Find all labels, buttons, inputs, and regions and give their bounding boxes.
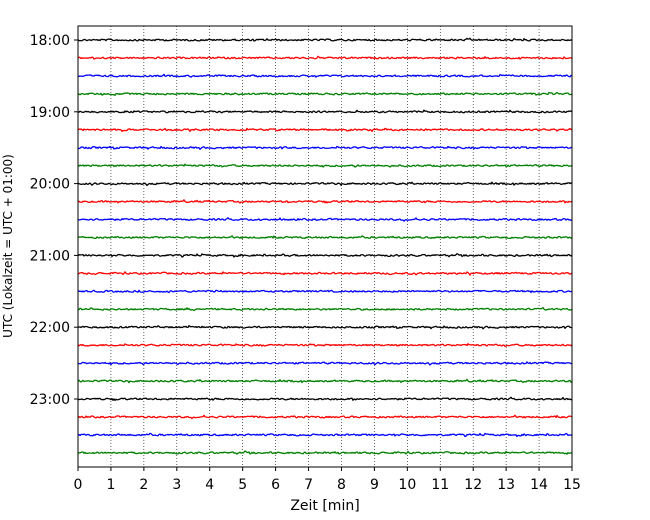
y-axis: 18:00 19:00 20:00 21:00 22:00 23:00 [30, 33, 78, 408]
trace-row [77, 145, 573, 150]
x-tick-label: 9 [370, 477, 379, 493]
trace-row [77, 414, 573, 420]
x-tick-label: 7 [304, 477, 313, 493]
trace-row [77, 289, 573, 294]
trace-row [77, 271, 573, 276]
y-tick-label: 21:00 [30, 248, 70, 264]
trace-row [77, 450, 573, 455]
x-axis-label: Zeit [min] [290, 498, 359, 514]
trace-row [77, 37, 573, 42]
x-tick-label: 8 [337, 477, 346, 493]
x-tick-label: 14 [530, 477, 548, 493]
trace-row [77, 252, 573, 258]
y-tick-label: 22:00 [30, 320, 70, 336]
x-tick-label: 5 [238, 477, 247, 493]
x-tick-label: 3 [172, 477, 181, 493]
trace-row [77, 217, 573, 222]
x-tick-label: 12 [464, 477, 482, 493]
trace-layer [77, 37, 573, 455]
y-tick-label: 18:00 [30, 33, 70, 49]
x-axis: 0 1 2 3 4 5 6 7 8 9 10 11 12 13 14 15 [74, 467, 581, 493]
trace-row [77, 109, 573, 114]
trace-row [77, 343, 573, 348]
trace-row [77, 432, 573, 438]
plot-frame [77, 25, 573, 468]
trace-row [77, 361, 573, 366]
x-tick-label: 2 [139, 477, 148, 493]
trace-row [77, 55, 573, 60]
trace-row [77, 181, 573, 187]
x-tick-label: 0 [74, 477, 83, 493]
x-tick-label: 1 [106, 477, 115, 493]
x-tick-label: 13 [497, 477, 515, 493]
y-tick-label: 23:00 [30, 392, 70, 408]
x-tick-label: 15 [563, 477, 581, 493]
x-tick-label: 11 [431, 477, 449, 493]
trace-row [77, 163, 573, 168]
trace-row [77, 306, 573, 312]
trace-row [77, 199, 573, 204]
y-tick-label: 19:00 [30, 105, 70, 121]
trace-row [77, 127, 573, 133]
y-tick-label: 20:00 [30, 177, 70, 193]
trace-row [77, 73, 573, 78]
vertical-grid [110, 26, 540, 467]
trace-row [77, 324, 573, 330]
trace-row [77, 91, 573, 96]
trace-row [77, 378, 573, 384]
y-axis-label: UTC (Lokalzeit = UTC + 01:00) [1, 154, 15, 338]
x-tick-label: 6 [271, 477, 280, 493]
x-tick-label: 10 [398, 477, 416, 493]
trace-row [77, 396, 573, 402]
trace-row [77, 235, 573, 240]
x-tick-label: 4 [205, 477, 214, 493]
